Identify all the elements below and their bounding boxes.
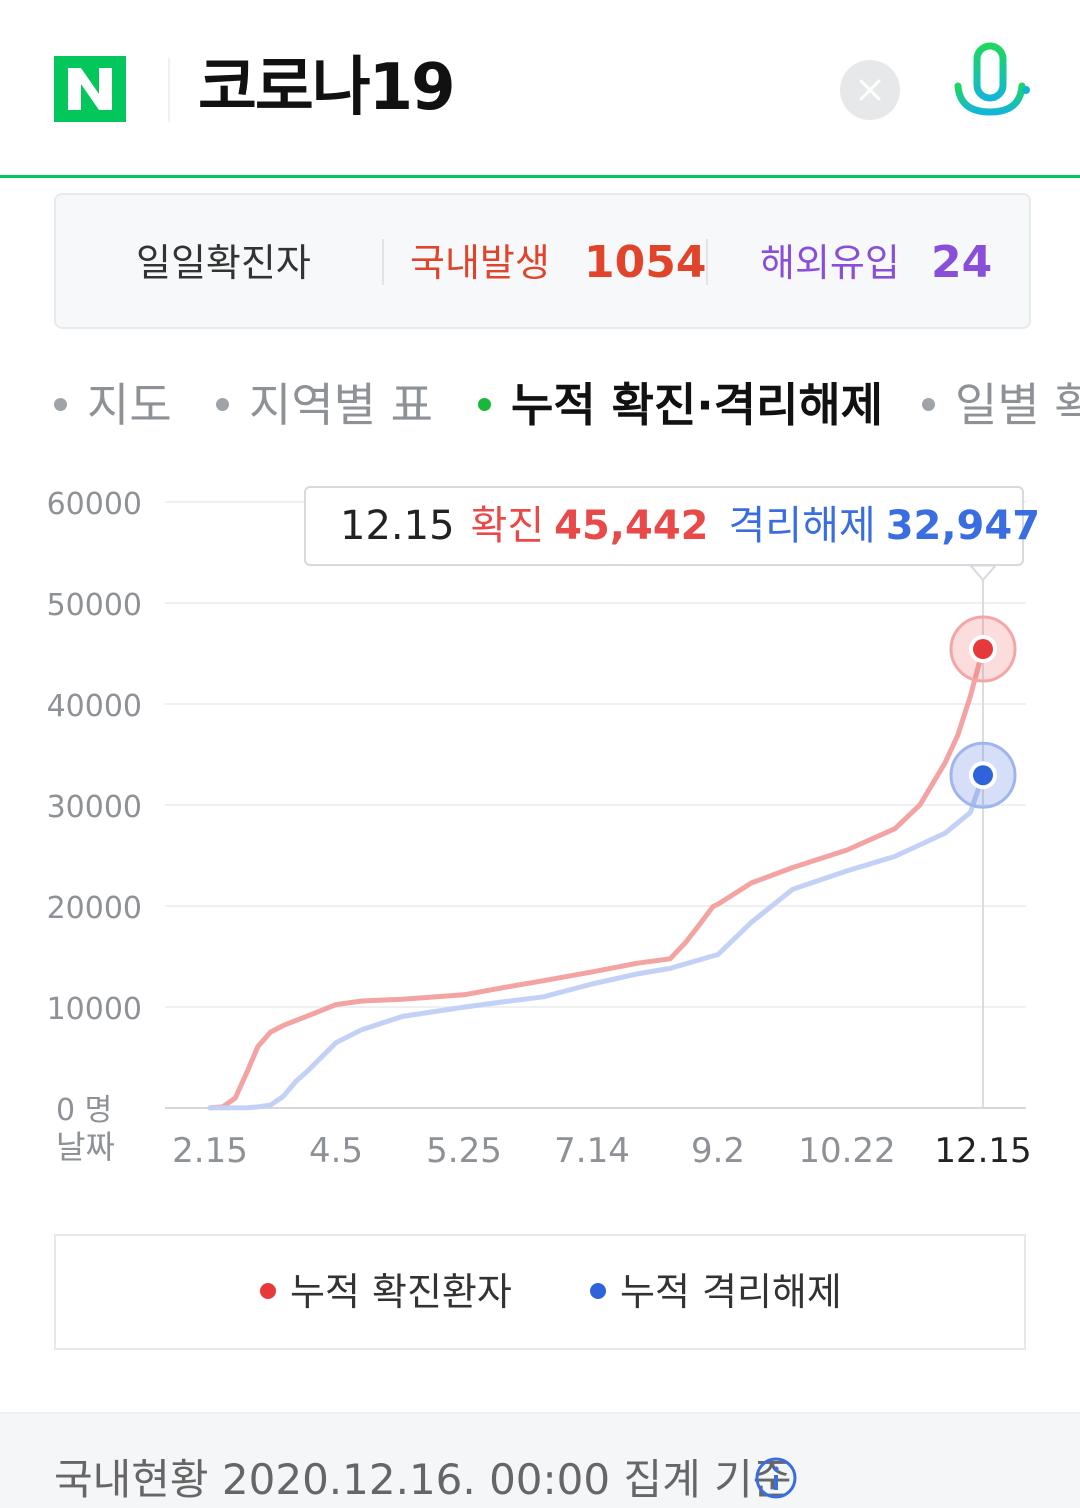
bullet-icon [478, 398, 491, 411]
tooltip-released-label: 격리해제 [728, 503, 876, 549]
tab-region-table[interactable]: 지역별 표 [216, 370, 433, 440]
naver-logo[interactable] [54, 56, 126, 122]
legend-item-confirmed[interactable]: 누적 확진환자 [260, 1236, 512, 1348]
x-tick-label: 7.14 [554, 1131, 630, 1171]
x-tick-label: 5.25 [426, 1131, 502, 1171]
y-tick-label: 50000 [47, 588, 142, 623]
clear-search-button[interactable] [840, 60, 900, 120]
tooltip-date: 12.15 [340, 503, 455, 549]
series-line-confirmed [207, 646, 986, 1111]
overseas-label: 해외유입 [760, 241, 900, 285]
y-tick-label: 10000 [47, 992, 142, 1027]
y-tick-label: 60000 [47, 487, 142, 522]
tooltip-confirmed-label: 확진 [470, 503, 545, 549]
tooltip-confirmed-value: 45,442 [554, 503, 709, 549]
x-tick-label: 12.15 [934, 1131, 1031, 1171]
microphone-icon[interactable] [950, 42, 1030, 138]
tab-label: 지도 [87, 378, 172, 432]
domestic-label: 국내발생 [410, 241, 550, 285]
x-tick-label: 10.22 [798, 1131, 895, 1171]
y-tick-label: 30000 [47, 790, 142, 825]
bullet-icon [216, 398, 229, 411]
status-footer: 국내현황 2020.12.16. 00:00 집계 기준 [0, 1412, 1080, 1508]
tab-label: 일별 확 [955, 378, 1080, 432]
search-header: 코로나19 [0, 0, 1080, 178]
tab-cumulative[interactable]: 누적 확진·격리해제 [478, 370, 883, 440]
tooltip-released-value: 32,947 [885, 503, 1041, 549]
info-icon[interactable] [754, 1456, 798, 1500]
chart-tabs: 지도 지역별 표 누적 확진·격리해제 일별 확 [0, 370, 1080, 440]
bullet-icon [54, 398, 67, 411]
blue-dot-icon [590, 1282, 606, 1299]
tab-label: 누적 확진·격리해제 [511, 378, 884, 432]
tab-daily[interactable]: 일별 확 [922, 370, 1080, 440]
tooltip-pointer [968, 565, 998, 582]
header-divider [168, 58, 170, 122]
x-tick-label: 9.2 [691, 1131, 745, 1171]
x-axis-title: 날짜 [56, 1128, 115, 1166]
daily-confirmed-summary: 일일확진자 국내발생 1054 해외유입 24 [54, 193, 1031, 329]
y-tick-label: 20000 [47, 891, 142, 926]
legend-label: 누적 확진환자 [290, 1270, 512, 1314]
x-tick-label: 4.5 [309, 1131, 363, 1171]
data-point-confirmed [973, 639, 993, 660]
domestic-value: 1054 [584, 237, 707, 288]
x-tick-label: 2.15 [172, 1131, 248, 1171]
aggregation-basis-text: 국내현황 2020.12.16. 00:00 집계 기준 [54, 1455, 792, 1504]
bullet-icon [922, 398, 935, 411]
red-dot-icon [260, 1282, 276, 1299]
chart-tooltip: 12.15 확진 45,442 격리해제 32,947 [304, 486, 1040, 566]
chart-legend: 누적 확진환자 누적 격리해제 [54, 1234, 1026, 1350]
tab-map[interactable]: 지도 [54, 370, 172, 440]
y-tick-label: 0 명 [56, 1093, 112, 1128]
summary-divider [382, 239, 384, 285]
tab-label: 지역별 표 [249, 378, 433, 432]
y-tick-label: 40000 [47, 689, 142, 724]
chart-canvas[interactable]: 0 명 10000 20000 30000 40000 50000 60000 날짜 2.15 4… [0, 470, 1080, 1190]
close-icon [859, 79, 881, 101]
search-query[interactable]: 코로나19 [198, 51, 456, 125]
legend-item-released[interactable]: 누적 격리해제 [590, 1236, 842, 1348]
data-point-released [973, 765, 993, 786]
series-line-released [207, 772, 986, 1111]
summary-title: 일일확진자 [136, 241, 311, 285]
summary-divider [706, 239, 708, 285]
legend-label: 누적 격리해제 [620, 1270, 842, 1314]
overseas-value: 24 [931, 237, 993, 288]
cumulative-chart: 0 명 10000 20000 30000 40000 50000 60000 날짜 2.15 4… [0, 470, 1080, 1190]
